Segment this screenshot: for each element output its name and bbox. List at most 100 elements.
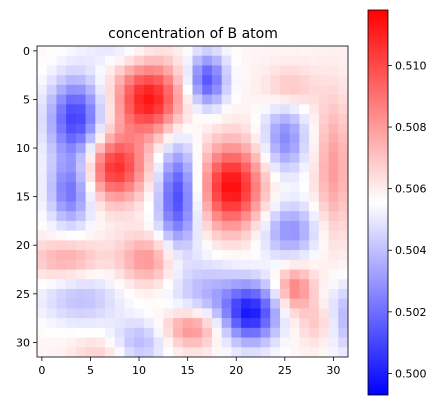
heatmap-cell: [221, 298, 232, 309]
heatmap-cell: [211, 318, 223, 329]
heatmap-cell: [270, 288, 281, 300]
heatmap-cell: [309, 298, 320, 309]
heatmap-cell: [318, 250, 329, 261]
heatmap-cell: [309, 308, 320, 319]
heatmap-cell: [56, 288, 67, 300]
heatmap-cell: [182, 337, 193, 348]
heatmap-cell: [66, 259, 77, 270]
heatmap-cell: [46, 279, 57, 290]
heatmap-cell: [143, 201, 154, 212]
heatmap-cell: [318, 288, 329, 300]
heatmap-cell: [143, 152, 154, 163]
heatmap-cell: [231, 182, 242, 193]
heatmap-cell: [260, 172, 271, 183]
heatmap-cell: [105, 259, 116, 270]
heatmap-cell: [124, 288, 135, 300]
heatmap-cell: [134, 172, 145, 183]
heatmap-cell: [163, 123, 174, 134]
heatmap-cell: [153, 279, 164, 290]
heatmap-cell: [250, 201, 261, 212]
heatmap-cell: [124, 143, 135, 154]
heatmap-cell: [250, 240, 261, 251]
heatmap-cell: [143, 75, 154, 86]
heatmap-cell: [66, 269, 77, 280]
heatmap-cell: [318, 94, 329, 105]
heatmap-cell: [241, 75, 252, 86]
heatmap-cell: [153, 288, 164, 300]
heatmap-cell: [153, 172, 164, 183]
heatmap-cell: [328, 269, 339, 280]
heatmap-cell: [37, 123, 48, 134]
heatmap-cell: [182, 259, 193, 270]
heatmap-cell: [75, 259, 86, 270]
heatmap-cell: [124, 84, 135, 95]
heatmap-cell: [143, 318, 154, 329]
heatmap-cell: [250, 250, 261, 261]
heatmap-cell: [279, 327, 291, 338]
heatmap-cell: [56, 298, 67, 309]
heatmap-cell: [85, 84, 96, 95]
heatmap-cell: [338, 220, 349, 232]
heatmap-cell: [46, 94, 57, 105]
heatmap-cell: [211, 347, 223, 358]
heatmap-cell: [250, 279, 261, 290]
heatmap-cell: [241, 337, 252, 348]
heatmap-cell: [182, 347, 193, 358]
heatmap-cell: [124, 55, 135, 66]
heatmap-cell: [221, 337, 232, 348]
heatmap-cell: [211, 191, 223, 202]
heatmap-cell: [105, 152, 116, 163]
heatmap-cell: [241, 269, 252, 280]
colorbar-tick-label: 0.510: [395, 59, 427, 72]
heatmap-cell: [75, 220, 86, 232]
heatmap-cell: [338, 94, 349, 105]
heatmap-cell: [309, 250, 320, 261]
heatmap-cell: [46, 123, 57, 134]
heatmap-cell: [163, 201, 174, 212]
heatmap-cell: [338, 104, 349, 115]
heatmap-cell: [250, 133, 261, 144]
heatmap-cell: [318, 182, 329, 193]
heatmap-cell: [328, 123, 339, 134]
heatmap-cell: [202, 104, 213, 115]
heatmap-cell: [299, 123, 310, 134]
heatmap-cell: [85, 337, 96, 348]
heatmap-cell: [241, 84, 252, 95]
heatmap-cell: [289, 46, 300, 57]
heatmap-cell: [46, 143, 57, 154]
heatmap-cell: [279, 250, 291, 261]
heatmap-cell: [289, 114, 300, 125]
heatmap-cell: [153, 55, 164, 66]
heatmap-cell: [299, 327, 310, 338]
heatmap-cell: [328, 152, 339, 163]
heatmap-cell: [173, 114, 184, 125]
heatmap-cell: [279, 55, 291, 66]
heatmap-cell: [153, 259, 164, 270]
heatmap-cell: [192, 123, 203, 134]
heatmap-cell: [260, 75, 271, 86]
heatmap-cell: [338, 201, 349, 212]
heatmap-cell: [85, 211, 96, 222]
heatmap-cell: [211, 259, 223, 270]
heatmap-cell: [202, 133, 213, 144]
heatmap-cell: [279, 94, 291, 105]
heatmap-cell: [37, 220, 48, 232]
heatmap-cell: [289, 84, 300, 95]
heatmap-cell: [85, 94, 96, 105]
heatmap-cell: [309, 46, 320, 57]
heatmap-cell: [221, 143, 232, 154]
heatmap-cell: [114, 201, 125, 212]
heatmap-cell: [192, 250, 203, 261]
heatmap-cell: [46, 308, 57, 319]
heatmap-cell: [163, 104, 174, 115]
heatmap-cell: [221, 94, 232, 105]
heatmap-cell: [309, 327, 320, 338]
heatmap-cell: [250, 46, 261, 57]
heatmap-cell: [309, 201, 320, 212]
heatmap-cell: [289, 298, 300, 309]
heatmap-cell: [211, 143, 223, 154]
heatmap-cell: [56, 114, 67, 125]
heatmap-cell: [309, 288, 320, 300]
heatmap-cell: [85, 318, 96, 329]
heatmap-cell: [66, 230, 77, 241]
